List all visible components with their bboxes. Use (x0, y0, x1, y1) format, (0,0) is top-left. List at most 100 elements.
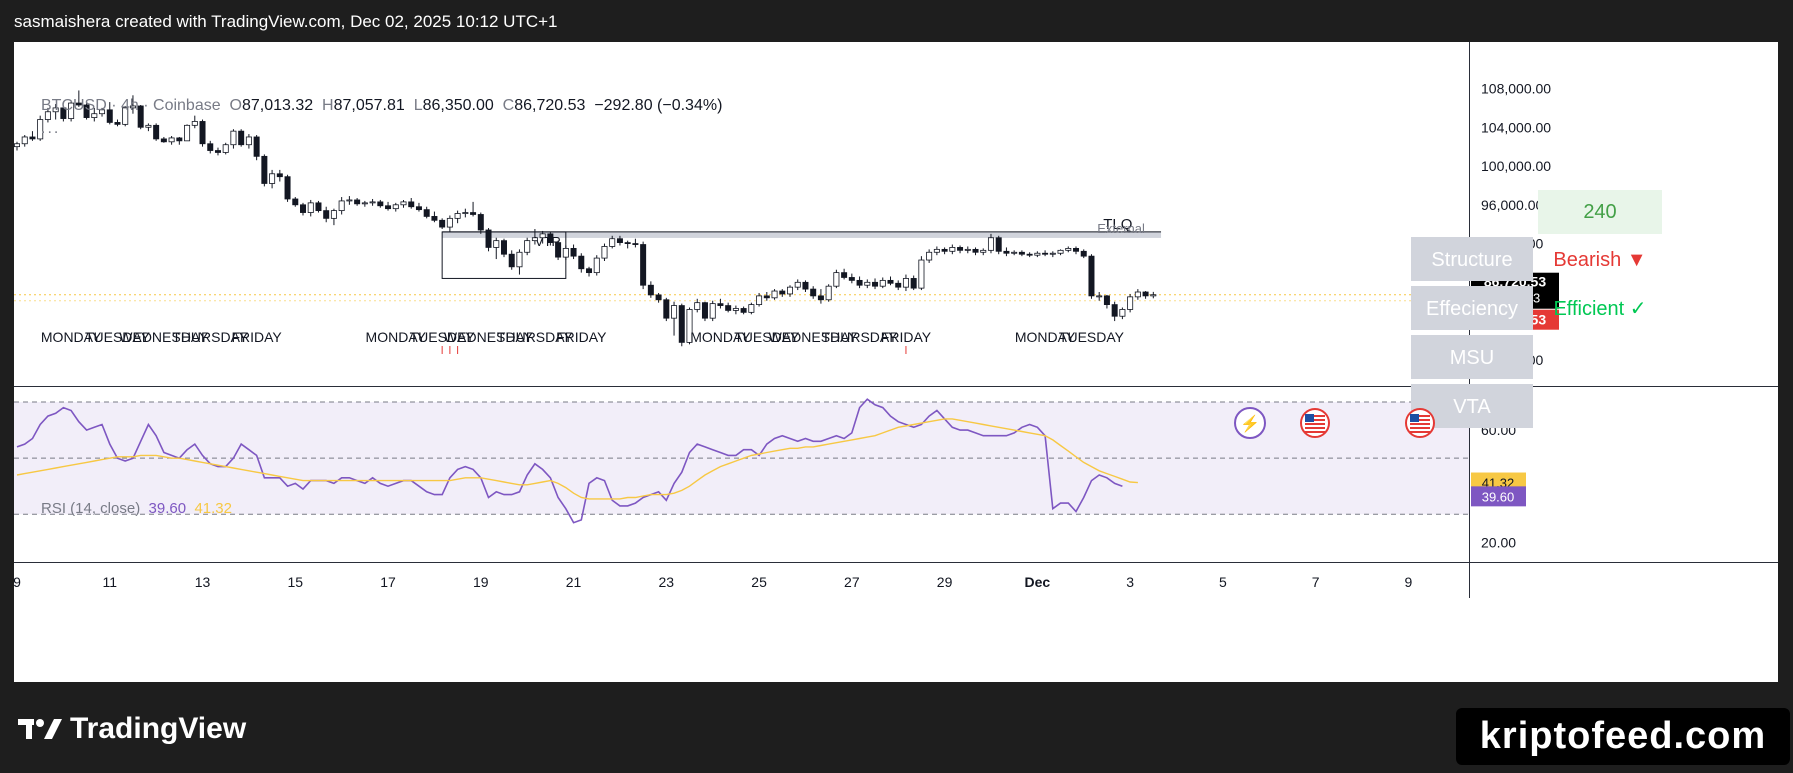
candle-body (423, 209, 430, 217)
panel-row-value: Bearish ▼ (1553, 249, 1646, 271)
candle-body (941, 248, 948, 252)
candle-body (446, 217, 453, 228)
time-tick-label: 15 (287, 574, 303, 590)
candle-body (640, 244, 647, 286)
candle-body (933, 248, 940, 253)
candle-body (717, 303, 724, 306)
day-label: MONDAY (690, 329, 751, 345)
symbol-label[interactable]: BTCUSD · 4h · Coinbase (41, 97, 221, 114)
candle-body (369, 201, 376, 204)
candle-body (1034, 252, 1041, 256)
candle-body (794, 281, 801, 288)
candle-body (500, 240, 507, 255)
candle-body (709, 303, 716, 319)
candle-body (987, 237, 994, 251)
candle-body (678, 305, 685, 343)
day-label: TUESDAY (85, 329, 151, 345)
time-tick-label: 23 (659, 574, 675, 590)
flag-stripe (1410, 423, 1430, 425)
candle-body (222, 144, 229, 153)
candle-body (531, 237, 538, 242)
candle-body (361, 202, 368, 205)
candle-body (1111, 304, 1118, 317)
header-bar: sasmaishera created with TradingView.com… (0, 0, 1793, 42)
candle-body (686, 309, 693, 343)
price-tick-label: 96,000.00 (1481, 197, 1543, 213)
flag-canton (1305, 414, 1314, 422)
external-label: External (1097, 221, 1145, 236)
candle-body (1003, 250, 1010, 254)
candle-body (485, 229, 492, 248)
candle-body (671, 305, 678, 319)
candle-body (315, 202, 322, 212)
candle-body (21, 136, 28, 145)
candle-body (29, 136, 36, 140)
more-indicators-button[interactable]: ... (41, 120, 61, 137)
candle-body (462, 212, 469, 214)
flag-stripe (1410, 419, 1430, 421)
candle-body (887, 279, 894, 284)
open-label: O (229, 97, 242, 114)
tradingview-logo-icon (18, 719, 62, 739)
flag-stripe (1305, 423, 1325, 425)
timeframe-label: 240 (1583, 201, 1616, 223)
candle-body (578, 255, 585, 270)
lightning-icon: ⚡ (1240, 414, 1260, 433)
tradingview-wordmark: TradingView (70, 712, 247, 745)
open-value: 87,013.32 (241, 97, 314, 114)
candle-body (586, 268, 593, 274)
rsi-tick-label: 20.00 (1481, 534, 1516, 550)
high-value: 87,057.81 (333, 97, 405, 114)
candle-body (732, 308, 739, 311)
candle-body (106, 109, 113, 123)
candle-body (52, 107, 59, 113)
chart-area[interactable]: 108,000.00 104,000.00 100,000.00 96,000.00 9… (14, 42, 1778, 682)
candle-body (1119, 309, 1126, 317)
candle-body (926, 251, 933, 261)
close-value: 86,720.53 (514, 97, 586, 114)
flag-stripe (1305, 427, 1325, 429)
time-tick-label: 9 (1405, 574, 1413, 590)
day-label: WEDNESDAY (119, 329, 209, 345)
header-text: sasmaishera created with TradingView.com… (14, 12, 558, 31)
kriptofeed-watermark: kriptofeed.com (1456, 708, 1790, 765)
us-flag-icon (1300, 408, 1330, 438)
candle-body (1018, 251, 1025, 255)
candle-body (1150, 294, 1157, 297)
candle-body (609, 238, 616, 247)
chart-svg[interactable]: 108,000.00 104,000.00 100,000.00 96,000.00 9… (14, 42, 1778, 682)
low-label: L (413, 97, 423, 114)
candle-body (176, 137, 183, 142)
candle-body (632, 243, 639, 245)
day-label: WEDNESDAY (444, 329, 534, 345)
candle-body (972, 248, 979, 253)
high-label: H (322, 97, 334, 114)
panel-row-box (1411, 335, 1533, 379)
candle-body (1096, 295, 1103, 298)
rsi-legend[interactable]: RSI (14, close) 39.60 41.32 (41, 500, 232, 517)
candle-body (524, 240, 531, 253)
candle-body (817, 295, 824, 301)
candle-body (810, 288, 817, 297)
candle-body (1049, 252, 1056, 255)
panel-row-label: Structure (1431, 249, 1512, 271)
candle-body (833, 272, 840, 287)
panel-row-label: VTA (1453, 396, 1491, 418)
candle-body (593, 257, 600, 274)
candle-body (75, 102, 82, 106)
day-label: FRIDAY (556, 329, 607, 345)
tradingview-logo[interactable]: TradingView (18, 712, 246, 746)
time-tick-label: 29 (937, 574, 953, 590)
candle-body (408, 201, 415, 208)
day-label: MONDAY (366, 329, 427, 345)
candle-body (184, 124, 191, 142)
panel-row-value: Efficient ✓ (1553, 298, 1646, 320)
candle-body (137, 105, 144, 128)
candle-body (1026, 253, 1033, 256)
rsi-band-background (14, 402, 1469, 515)
time-tick-label: 21 (566, 574, 582, 590)
candle-body (624, 242, 631, 244)
candle-body (60, 107, 67, 119)
candle-body (83, 104, 90, 118)
candle-body (191, 121, 198, 126)
